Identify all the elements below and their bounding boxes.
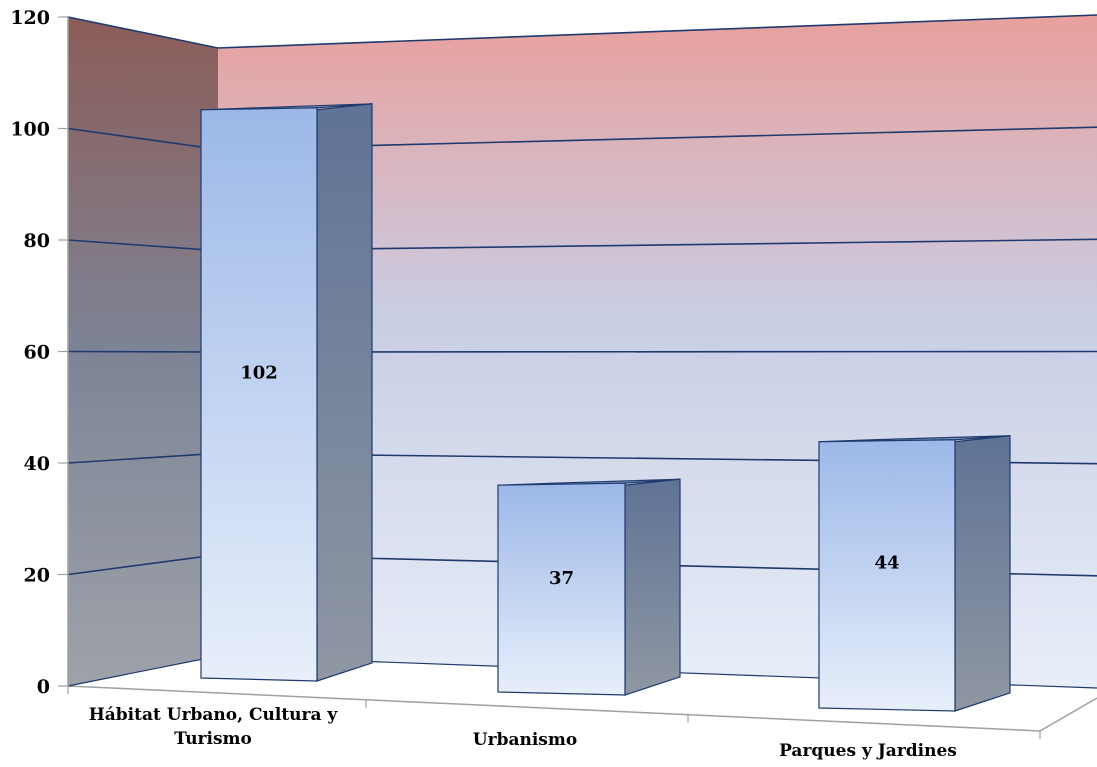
gridline-back: [217, 14, 1097, 49]
data-label: 37: [549, 568, 574, 589]
bar-front-face: [818, 439, 956, 712]
y-tick-label: 40: [24, 453, 50, 475]
data-label: 102: [240, 362, 278, 383]
bar: 102: [200, 103, 373, 682]
y-tick-label: 60: [24, 342, 50, 364]
y-axis: 0 20 40 60 80 100 120: [10, 7, 69, 698]
category-label: Hábitat Urbano, Cultura y: [89, 705, 339, 725]
bar: 44: [818, 435, 1011, 712]
y-tick-label: 80: [24, 230, 50, 252]
y-tick-label: 120: [10, 7, 50, 29]
y-tick-label: 0: [37, 676, 50, 698]
gridline-side: [67, 655, 219, 687]
gridline-side: [67, 239, 219, 252]
bar-side-face: [316, 103, 373, 682]
bar-side-face: [624, 478, 681, 696]
category-label: Parques y Jardines: [779, 741, 957, 761]
y-tick-label: 20: [24, 565, 50, 587]
gridline-side: [67, 127, 219, 151]
gridline-side: [67, 350, 219, 353]
data-label: 44: [874, 552, 899, 573]
bar: 37: [497, 478, 681, 696]
bars: 102 37 44: [200, 103, 1011, 712]
category-label: Urbanismo: [473, 730, 577, 750]
y-tick-label: 100: [10, 119, 50, 141]
gridline-side: [67, 16, 219, 49]
gridline-side: [67, 553, 219, 576]
gridline-side: [67, 452, 219, 464]
bar-front-face: [200, 107, 318, 682]
bar-front-face: [497, 482, 626, 696]
category-label: Turismo: [174, 729, 252, 749]
bar-side-face: [954, 435, 1011, 712]
category-labels: Hábitat Urbano, Cultura y Turismo Urbanism…: [67, 686, 1041, 761]
